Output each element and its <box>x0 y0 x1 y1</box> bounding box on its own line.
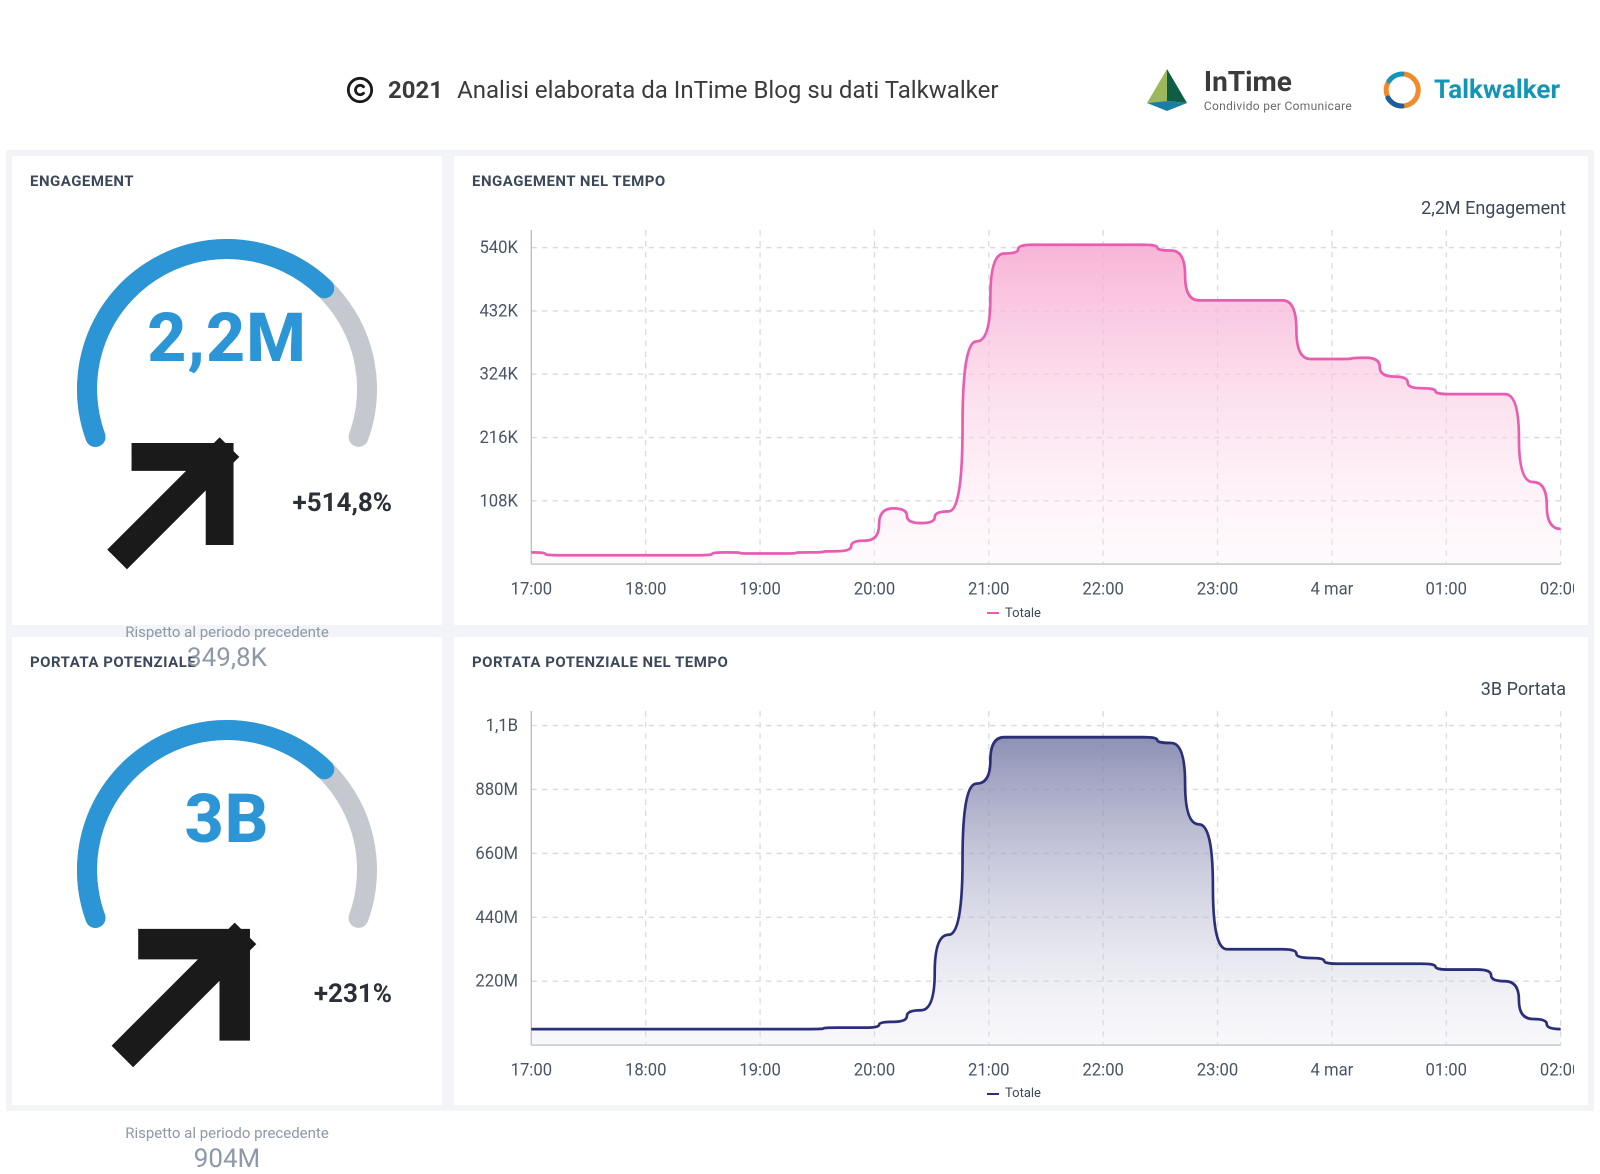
header: 2021 Analisi elaborata da InTime Blog su… <box>0 60 1600 120</box>
engagement-gauge-title: ENGAGEMENT <box>12 156 152 200</box>
svg-text:4 mar: 4 mar <box>1311 579 1354 599</box>
talkwalker-logo: Talkwalker <box>1380 68 1560 112</box>
engagement-gauge-delta: +514,8% <box>62 392 392 615</box>
intime-logo: InTime Condivido per Comunicare <box>1142 65 1352 115</box>
portata-chart-legend: Totale <box>454 1086 1574 1105</box>
legend-label: Totale <box>1005 606 1041 621</box>
svg-text:19:00: 19:00 <box>739 579 780 599</box>
svg-text:220M: 220M <box>475 971 518 991</box>
svg-text:660M: 660M <box>475 843 518 863</box>
svg-text:22:00: 22:00 <box>1082 1060 1123 1080</box>
engagement-chart-title: ENGAGEMENT NEL TEMPO <box>454 156 1574 200</box>
engagement-chart-annotation: 2,2M Engagement <box>454 198 1574 219</box>
dashboard-grid: ENGAGEMENT 2,2M +514,8% Rispetto al peri… <box>6 150 1594 1111</box>
svg-text:324K: 324K <box>479 364 518 384</box>
portata-chart-title: PORTATA POTENZIALE NEL TEMPO <box>454 637 1574 681</box>
portata-chart-annotation: 3B Portata <box>454 679 1574 700</box>
svg-text:22:00: 22:00 <box>1082 579 1123 599</box>
copyright-icon <box>346 76 374 104</box>
engagement-gauge-card: ENGAGEMENT 2,2M +514,8% Rispetto al peri… <box>12 156 442 625</box>
svg-text:20:00: 20:00 <box>854 1060 895 1080</box>
legend-swatch <box>987 1093 999 1095</box>
portata-gauge-card: PORTATA POTENZIALE 3B +231% Rispetto al … <box>12 637 442 1106</box>
svg-text:540K: 540K <box>479 238 518 258</box>
talkwalker-logo-icon <box>1380 68 1424 112</box>
legend-swatch <box>987 612 999 614</box>
portata-gauge-value: 3B <box>62 779 392 859</box>
portata-chart-card: PORTATA POTENZIALE NEL TEMPO 3B Portata … <box>454 637 1588 1106</box>
svg-text:17:00: 17:00 <box>511 1060 552 1080</box>
svg-text:23:00: 23:00 <box>1197 579 1238 599</box>
svg-text:01:00: 01:00 <box>1426 1060 1467 1080</box>
arrow-up-right-icon <box>62 873 306 1117</box>
svg-text:432K: 432K <box>479 301 518 321</box>
copyright-year: 2021 <box>388 76 443 104</box>
portata-gauge: 3B +231% Rispetto al periodo precedente … <box>62 695 392 965</box>
attribution-text: Analisi elaborata da InTime Blog su dati… <box>457 76 998 104</box>
engagement-gauge: 2,2M +514,8% Rispetto al periodo precede… <box>62 214 392 484</box>
svg-text:21:00: 21:00 <box>968 579 1009 599</box>
portata-gauge-compare: Rispetto al periodo precedente <box>62 1124 392 1142</box>
svg-text:216K: 216K <box>479 428 518 448</box>
svg-text:17:00: 17:00 <box>511 579 552 599</box>
svg-text:18:00: 18:00 <box>625 579 666 599</box>
engagement-chart-legend: Totale <box>454 606 1574 625</box>
svg-text:108K: 108K <box>479 491 518 511</box>
svg-text:1,1B: 1,1B <box>486 715 518 735</box>
svg-text:440M: 440M <box>475 907 518 927</box>
portata-chart: 220M 440M 660M 880M 1,1B 17:00 18:00 19:00 20:00… <box>454 700 1574 1087</box>
arrow-up-right-icon <box>62 392 285 615</box>
svg-text:02:00: 02:00 <box>1540 1060 1574 1080</box>
engagement-chart-card: ENGAGEMENT NEL TEMPO 2,2M Engagement 108… <box>454 156 1588 625</box>
talkwalker-logo-name: Talkwalker <box>1434 75 1560 105</box>
engagement-gauge-previous: 349,8K <box>62 643 392 673</box>
legend-label: Totale <box>1005 1086 1041 1101</box>
svg-text:23:00: 23:00 <box>1197 1060 1238 1080</box>
portata-gauge-previous: 904M <box>62 1144 392 1174</box>
svg-text:21:00: 21:00 <box>968 1060 1009 1080</box>
engagement-gauge-value: 2,2M <box>62 298 392 378</box>
intime-logo-tagline: Condivido per Comunicare <box>1204 100 1352 112</box>
svg-text:19:00: 19:00 <box>739 1060 780 1080</box>
svg-text:18:00: 18:00 <box>625 1060 666 1080</box>
engagement-chart: 108K 216K 324K 432K 540K 17:00 18:00 19:00 20:00… <box>454 219 1574 606</box>
svg-text:20:00: 20:00 <box>854 579 895 599</box>
svg-text:880M: 880M <box>475 779 518 799</box>
intime-logo-name: InTime <box>1204 68 1352 96</box>
logos-container: InTime Condivido per Comunicare Talkwalk… <box>1142 65 1560 115</box>
svg-text:01:00: 01:00 <box>1426 579 1467 599</box>
intime-logo-icon <box>1142 65 1192 115</box>
attribution-line: 2021 Analisi elaborata da InTime Blog su… <box>346 76 998 104</box>
svg-text:02:00: 02:00 <box>1540 579 1574 599</box>
engagement-gauge-compare: Rispetto al periodo precedente <box>62 623 392 641</box>
svg-text:4 mar: 4 mar <box>1311 1060 1354 1080</box>
portata-gauge-delta: +231% <box>62 873 392 1117</box>
